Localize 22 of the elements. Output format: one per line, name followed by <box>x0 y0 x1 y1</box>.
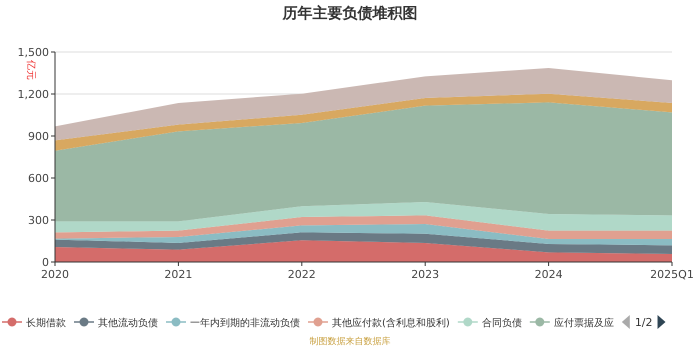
y-tick-label: 900 <box>28 130 49 143</box>
y-tick-label: 1,200 <box>18 88 49 101</box>
x-tick-label: 2025Q1 <box>650 268 694 281</box>
y-tick-label: 300 <box>28 214 49 227</box>
legend-label: 一年内到期的非流动负债 <box>190 317 300 329</box>
y-tick-label: 0 <box>42 256 49 269</box>
x-tick-label: 2022 <box>288 268 316 281</box>
x-tick-label: 2021 <box>164 268 192 281</box>
x-tick-label: 2024 <box>534 268 563 281</box>
text: 1/2 <box>634 316 653 329</box>
text: 制图数据来自数据库 <box>310 336 390 347</box>
chart-title: 历年主要负债堆积图 <box>282 4 418 22</box>
legend-label: 长期借款 <box>26 317 66 329</box>
y-axis-title: 亿元 <box>25 59 36 80</box>
x-tick-label: 2020 <box>41 268 69 281</box>
legend-label: 应付票据及应 <box>554 317 614 329</box>
legend-label: 合同负债 <box>482 317 522 329</box>
legend-label: 其他应付款(含利息和股利) <box>332 317 450 329</box>
y-tick-label: 600 <box>28 172 49 185</box>
x-tick-label: 2023 <box>411 268 440 281</box>
y-tick-label: 1,500 <box>18 46 49 59</box>
legend-label: 其他流动负债 <box>98 317 158 329</box>
